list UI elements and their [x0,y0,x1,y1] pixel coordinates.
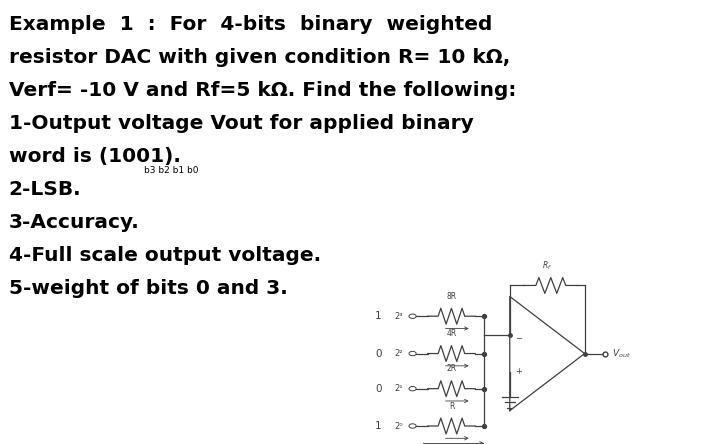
Text: 3-Accuracy.: 3-Accuracy. [9,213,140,232]
Text: Verf= -10 V and Rf=5 kΩ. Find the following:: Verf= -10 V and Rf=5 kΩ. Find the follow… [9,81,516,100]
Text: 4-Full scale output voltage.: 4-Full scale output voltage. [9,246,321,265]
Text: 0: 0 [375,384,382,394]
Text: 2⁰: 2⁰ [395,421,403,431]
Text: 0: 0 [375,349,382,359]
Text: 5-weight of bits 0 and 3.: 5-weight of bits 0 and 3. [9,279,287,298]
Text: 2-LSB.: 2-LSB. [9,180,81,199]
Text: 2¹: 2¹ [395,384,403,393]
Text: $R_f$: $R_f$ [542,260,552,272]
Text: 2R: 2R [446,365,456,373]
Text: 1-Output voltage Vout for applied binary: 1-Output voltage Vout for applied binary [9,114,473,133]
Text: $V_{out}$: $V_{out}$ [612,347,631,360]
Text: 2²: 2² [395,349,403,358]
Text: 1: 1 [375,421,382,431]
Text: R: R [449,402,454,411]
Text: word is (1001).: word is (1001). [9,147,181,166]
Text: 4R: 4R [446,329,456,338]
Text: 8R: 8R [446,292,456,301]
Text: b3 b2 b1 b0: b3 b2 b1 b0 [144,166,199,175]
Text: $+$: $+$ [515,366,523,376]
Text: $-$: $-$ [515,332,523,341]
Text: 1: 1 [375,311,382,321]
Text: Example  1  :  For  4-bits  binary  weighted: Example 1 : For 4-bits binary weighted [9,16,492,34]
Text: resistor DAC with given condition R= 10 kΩ,: resistor DAC with given condition R= 10 … [9,48,510,67]
Text: 2³: 2³ [395,312,403,321]
